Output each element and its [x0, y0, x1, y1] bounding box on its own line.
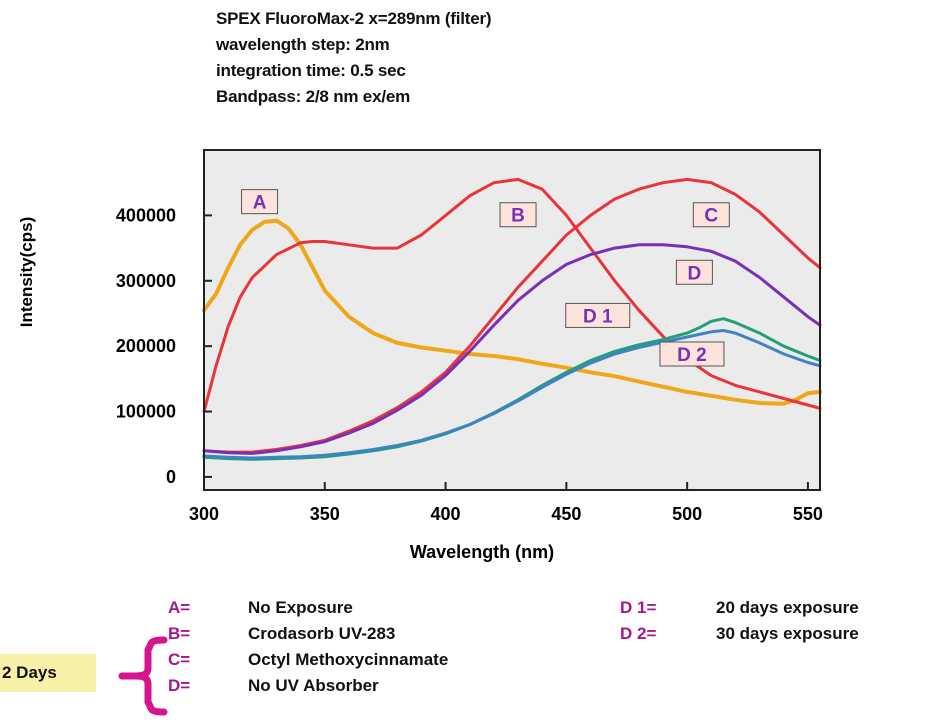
series-line-d2	[202, 329, 822, 460]
x-tick-label: 300	[189, 504, 219, 524]
y-tick-label: 200000	[116, 336, 176, 356]
svg-text:D 1: D 1	[583, 306, 613, 327]
header-line-1: SPEX FluoroMax-2 x=289nm (filter)	[216, 9, 492, 28]
legend-text-c: Octyl Methoxycinnamate	[248, 650, 449, 669]
legend-text-d1: 20 days exposure	[716, 598, 859, 617]
series-line-d	[202, 243, 822, 455]
header-line-2: wavelength step: 2nm	[216, 35, 390, 54]
x-axis-label: Wavelength (nm)	[410, 542, 554, 562]
x-tick-label: 350	[310, 504, 340, 524]
svg-text:A: A	[253, 193, 267, 214]
y-axis-label: Intensity(cps)	[17, 217, 36, 328]
legend-text-d: No UV Absorber	[248, 676, 379, 695]
legend-text-a: No Exposure	[248, 598, 353, 617]
series-line-b	[202, 177, 822, 413]
curve-label-d2: D 2	[659, 341, 725, 367]
x-tick-label: 550	[793, 504, 823, 524]
x-tick-label: 500	[672, 504, 702, 524]
curve-label-c: C	[692, 202, 730, 228]
curve-label-d: D	[675, 259, 713, 285]
x-axis-ticks: 300 350 400 450 500 550	[189, 482, 823, 524]
header-line-4: Bandpass: 2/8 nm ex/em	[216, 87, 411, 106]
legend-key-a: A=	[168, 598, 191, 617]
y-tick-label: 0	[166, 467, 176, 487]
curve-label-b: B	[499, 202, 537, 228]
svg-text:D: D	[688, 263, 702, 284]
curve-labels: A B C D D 1 D 2	[241, 189, 730, 367]
x-tick-label: 450	[551, 504, 581, 524]
svg-text:C: C	[704, 206, 718, 227]
series-lines	[202, 177, 822, 461]
curve-label-a: A	[241, 189, 279, 215]
svg-text:D 2: D 2	[677, 345, 707, 366]
chart-header: SPEX FluoroMax-2 x=289nm (filter) wavele…	[216, 6, 492, 110]
curve-label-d1: D 1	[565, 302, 631, 328]
legend-text-d2: 30 days exposure	[716, 624, 859, 643]
header-line-3: integration time: 0.5 sec	[216, 61, 406, 80]
y-tick-label: 300000	[116, 271, 176, 291]
legend-key-c: C=	[168, 650, 191, 669]
legend-key-d1: D 1=	[620, 598, 657, 617]
plot-frame	[203, 149, 821, 491]
y-tick-label: 100000	[116, 402, 176, 422]
x-tick-label: 400	[431, 504, 461, 524]
svg-text:B: B	[511, 206, 525, 227]
y-tick-label: 400000	[116, 205, 176, 225]
legend-text-b: Crodasorb UV-283	[248, 624, 396, 643]
fluorescence-chart: A B C D D 1 D 2 300 350 400 450 500 550 0 100000 200…	[17, 149, 823, 562]
legend-key-b: B=	[168, 624, 191, 643]
days-group-label: 2 Days	[0, 654, 96, 692]
legend-key-d: D=	[168, 676, 191, 695]
y-axis-ticks: 0 100000 200000 300000 400000	[116, 205, 212, 487]
series-line-a	[202, 218, 822, 406]
brace-icon	[118, 636, 168, 716]
legend-key-d2: D 2=	[620, 624, 657, 643]
